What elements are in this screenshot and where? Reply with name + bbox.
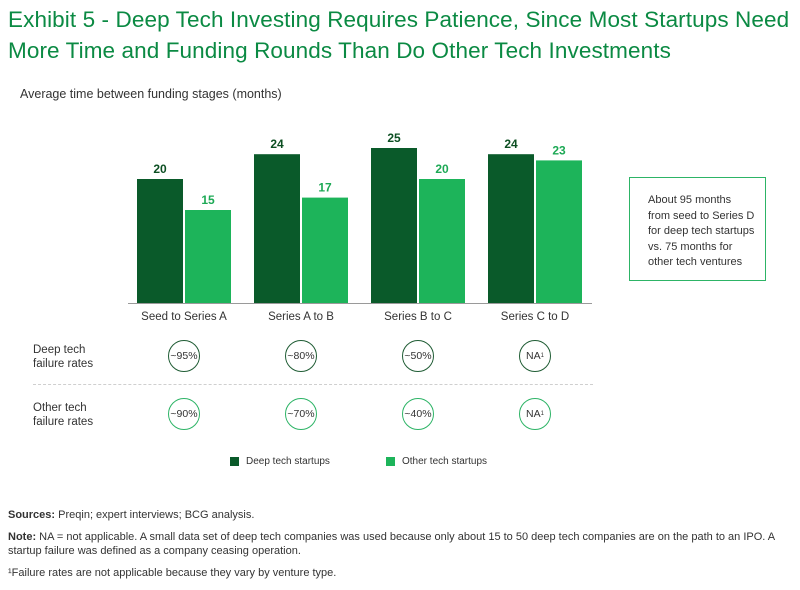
- note-text: NA = not applicable. A small data set of…: [8, 531, 775, 557]
- legend-deep-label: Deep tech startups: [246, 456, 330, 467]
- data-label-deep-0: 20: [153, 162, 167, 176]
- data-label-deep-3: 24: [504, 137, 518, 151]
- failure-value: ~50%: [404, 350, 432, 362]
- failure-circle-deep-3: NA 1: [519, 340, 551, 372]
- category-label-3: Series C to D: [501, 311, 569, 323]
- category-label-2: Series B to C: [384, 311, 452, 323]
- failure-circle-other-2: ~40%: [402, 398, 434, 430]
- failure-value: ~40%: [404, 408, 432, 420]
- note-label: Note:: [8, 531, 37, 543]
- note-line: Note: NA = not applicable. A small data …: [8, 531, 793, 558]
- deep-failure-label: Deep tech failure rates: [33, 344, 94, 370]
- legend-other-label: Other tech startups: [402, 456, 488, 467]
- failure-circle-other-0: ~90%: [168, 398, 200, 430]
- bar-other-0: [185, 210, 231, 303]
- sources-text: Preqin; expert interviews; BCG analysis.: [58, 509, 255, 521]
- footnote-line: ¹Failure rates are not applicable becaus…: [8, 567, 337, 579]
- chart-subtitle: Average time between funding stages (mon…: [20, 87, 282, 101]
- page-title: Exhibit 5 - Deep Tech Investing Requires…: [8, 7, 790, 63]
- data-label-other-1: 17: [318, 181, 332, 195]
- bar-other-3: [536, 160, 582, 303]
- failure-value: ~95%: [170, 350, 198, 362]
- failure-value: NA: [526, 408, 541, 420]
- failure-value: ~70%: [287, 408, 315, 420]
- bar-deep-3: [488, 154, 534, 303]
- bar-other-2: [419, 179, 465, 303]
- bar-deep-1: [254, 154, 300, 303]
- data-label-deep-2: 25: [387, 131, 401, 145]
- sources-label: Sources:: [8, 509, 56, 521]
- data-label-other-3: 23: [552, 143, 566, 157]
- data-label-other-2: 20: [435, 162, 449, 176]
- failure-value: NA: [526, 350, 541, 362]
- bar-chart: 20 15 Seed to Series A 24 17 Series A to B 25 2…: [128, 131, 592, 323]
- bar-other-1: [302, 197, 348, 303]
- legend-other: Other tech startups: [386, 456, 487, 467]
- failure-circle-deep-1: ~80%: [285, 340, 317, 372]
- callout-box: About 95 months from seed to Series D fo…: [629, 177, 766, 281]
- failure-circle-other-3: NA 1: [519, 398, 551, 430]
- row-divider: [33, 384, 593, 385]
- data-label-other-0: 15: [201, 193, 215, 207]
- legend-other-swatch: [386, 457, 395, 466]
- category-label-0: Seed to Series A: [141, 311, 227, 323]
- category-label-1: Series A to B: [268, 311, 334, 323]
- bar-deep-0: [137, 179, 183, 303]
- failure-value: ~90%: [170, 408, 198, 420]
- failure-circle-deep-2: ~50%: [402, 340, 434, 372]
- sources-line: Sources: Preqin; expert interviews; BCG …: [8, 509, 793, 523]
- failure-value: ~80%: [287, 350, 315, 362]
- failure-circle-deep-0: ~95%: [168, 340, 200, 372]
- bar-deep-2: [371, 148, 417, 303]
- legend-deep-swatch: [230, 457, 239, 466]
- other-failure-label: Other tech failure rates: [33, 402, 94, 428]
- legend-deep: Deep tech startups: [230, 456, 330, 467]
- failure-circle-other-1: ~70%: [285, 398, 317, 430]
- data-label-deep-1: 24: [270, 137, 284, 151]
